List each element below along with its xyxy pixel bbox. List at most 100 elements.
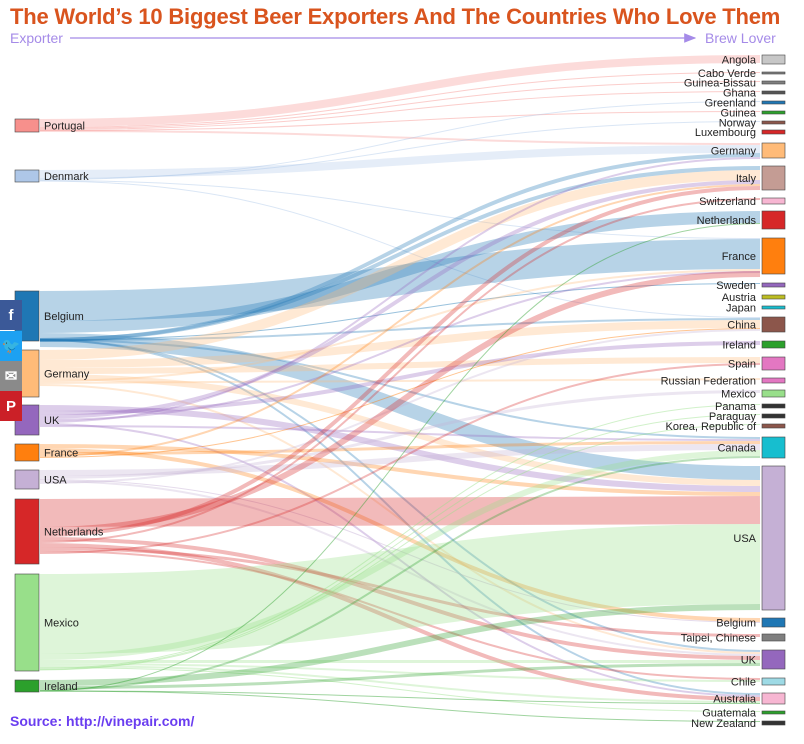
flow-usa-to-china <box>39 329 761 484</box>
importer-node-belgium[interactable] <box>761 617 786 628</box>
importer-node-greenland[interactable] <box>761 100 786 105</box>
flow-france-to-usa <box>39 444 761 496</box>
flow-mexico-to-australia <box>39 665 761 703</box>
importer-node-angola[interactable] <box>761 54 786 65</box>
importer-node-netherlands[interactable] <box>761 210 786 230</box>
importer-label-chile: Chile <box>731 677 756 689</box>
flow-uk-to-usa <box>39 405 761 492</box>
exporter-node-mexico[interactable] <box>14 573 40 672</box>
flow-uk-to-ireland <box>39 341 761 415</box>
exporter-node-usa[interactable] <box>14 469 40 490</box>
importer-node-norway[interactable] <box>761 120 786 125</box>
importer-label-australia: Australia <box>713 694 757 706</box>
exporter-label-usa: USA <box>44 475 67 487</box>
importer-node-sweden[interactable] <box>761 282 786 288</box>
twitter-share-button[interactable]: 🐦 <box>0 331 22 361</box>
flow-netherlands-to-france <box>39 271 761 533</box>
flow-ireland-to-new-zealand <box>39 690 761 722</box>
flow-portugal-to-germany <box>39 130 761 145</box>
flow-netherlands-to-usa <box>39 496 761 527</box>
importer-node-luxembourg[interactable] <box>761 129 786 135</box>
importer-node-switzerland[interactable] <box>761 197 786 205</box>
flow-usa-to-canada <box>39 444 761 476</box>
twitter-icon: 🐦 <box>1 338 21 355</box>
flow-uk-to-germany <box>39 157 761 423</box>
importer-node-australia[interactable] <box>761 692 786 705</box>
exporter-label-france: France <box>44 448 78 460</box>
importer-label-usa: USA <box>733 533 756 545</box>
importer-label-germany: Germany <box>711 146 757 158</box>
importer-node-ghana[interactable] <box>761 90 786 95</box>
importer-label-netherlands: Netherlands <box>697 215 757 227</box>
importer-node-new-zealand[interactable] <box>761 720 786 726</box>
importer-label-belgium: Belgium <box>716 618 756 630</box>
exporter-node-denmark[interactable] <box>14 169 40 183</box>
importer-label-canada: Canada <box>717 443 756 455</box>
flow-portugal-to-ghana <box>39 91 761 130</box>
importer-node-italy[interactable] <box>761 165 786 191</box>
flow-usa-to-mexico <box>39 390 761 479</box>
importer-node-taipei-chinese[interactable] <box>761 633 786 642</box>
exporter-node-ireland[interactable] <box>14 679 40 693</box>
flow-denmark-to-china <box>39 180 761 318</box>
importer-node-russian-federation[interactable] <box>761 377 786 384</box>
importer-node-guinea-bissau[interactable] <box>761 80 786 85</box>
pinterest-share-button[interactable]: P <box>0 391 22 421</box>
flow-mexico-to-panama <box>39 404 761 669</box>
importer-label-korea-republic-of: Korea, Republic of <box>666 421 757 433</box>
flow-germany-to-usa <box>39 374 761 486</box>
importer-node-japan[interactable] <box>761 305 786 310</box>
importer-node-france[interactable] <box>761 237 786 275</box>
exporter-label-portugal: Portugal <box>44 121 85 133</box>
importer-label-uk: UK <box>741 655 757 667</box>
flow-germany-to-china <box>39 320 761 368</box>
exporter-label-denmark: Denmark <box>44 171 89 183</box>
flow-netherlands-to-spain <box>39 363 761 554</box>
importer-node-guatemala[interactable] <box>761 710 786 715</box>
importer-node-spain[interactable] <box>761 356 786 371</box>
exporter-label: Exporter <box>10 30 63 46</box>
flow-mexico-to-chile <box>39 663 761 682</box>
flow-belgium-to-uk <box>39 339 761 652</box>
exporter-label-belgium: Belgium <box>44 311 84 323</box>
flow-germany-to-spain <box>39 357 761 374</box>
importer-node-cabo-verde[interactable] <box>761 71 786 75</box>
importer-node-austria[interactable] <box>761 294 786 300</box>
flow-usa-to-belgium <box>39 479 761 623</box>
brew-lover-label: Brew Lover <box>705 30 776 46</box>
importer-node-guinea[interactable] <box>761 110 786 115</box>
chart-title: The World’s 10 Biggest Beer Exporters An… <box>10 4 781 29</box>
importer-node-paraguay[interactable] <box>761 413 786 419</box>
exporter-label-netherlands: Netherlands <box>44 527 104 539</box>
flow-ireland-to-uk <box>39 663 761 689</box>
flow-belgium-to-usa <box>39 333 761 480</box>
importer-node-panama[interactable] <box>761 403 786 409</box>
source-link[interactable]: Source: http://vinepair.com/ <box>10 713 195 729</box>
importer-label-ireland: Ireland <box>722 340 756 352</box>
flow-uk-to-canada <box>39 425 761 441</box>
flow-belgium-to-france <box>39 239 761 321</box>
importer-node-mexico[interactable] <box>761 389 786 398</box>
importer-node-usa[interactable] <box>761 465 786 611</box>
exporter-node-portugal[interactable] <box>14 118 40 133</box>
importer-node-ireland[interactable] <box>761 340 786 349</box>
importer-node-uk[interactable] <box>761 649 786 670</box>
importer-node-canada[interactable] <box>761 436 786 459</box>
flow-usa-to-uk <box>39 480 761 656</box>
importer-label-mexico: Mexico <box>721 389 756 401</box>
importer-node-korea-republic-of[interactable] <box>761 423 786 429</box>
flow-ireland-to-canada <box>39 456 761 691</box>
flow-belgium-to-australia <box>39 339 761 695</box>
importer-node-chile[interactable] <box>761 677 786 686</box>
importer-node-germany[interactable] <box>761 142 786 159</box>
facebook-share-button[interactable]: f <box>0 300 22 330</box>
flow-denmark-to-greenland <box>39 101 761 180</box>
importer-node-china[interactable] <box>761 316 786 333</box>
flow-mexico-to-guatemala <box>39 667 761 712</box>
exporter-label-germany: Germany <box>44 369 90 381</box>
exporter-node-netherlands[interactable] <box>14 498 40 565</box>
email-share-button[interactable]: ✉ <box>0 361 22 391</box>
exporter-node-france[interactable] <box>14 443 40 462</box>
